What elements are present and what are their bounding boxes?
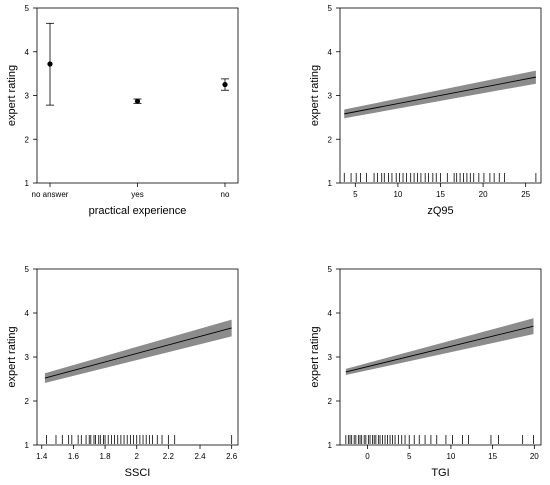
y-tick-label: 5 <box>25 4 30 13</box>
x-tick-label: 0 <box>365 452 370 461</box>
x-tick-label: 2 <box>134 452 139 461</box>
x-tick-label: 2.4 <box>194 452 206 461</box>
panel-bottom-right: 1 2 3 4 5 expert rating 0 5 10 15 20 TGI <box>309 265 542 479</box>
y-tick-label: 5 <box>25 265 30 274</box>
x-axis-label: practical experience <box>89 205 187 217</box>
y-tick-label: 4 <box>328 309 333 318</box>
y-tick-label: 2 <box>25 135 30 144</box>
x-tick-label: 1.8 <box>99 452 111 461</box>
y-tick-label: 1 <box>328 441 333 450</box>
x-tick-label: 20 <box>530 452 539 461</box>
confidence-band <box>345 318 534 376</box>
panel-top-left: 1 2 3 4 5 expert rating no answer yes no practica… <box>6 4 239 217</box>
estimate-point <box>222 81 228 88</box>
y-axis-label: expert rating <box>6 65 18 126</box>
confidence-band <box>44 319 232 383</box>
y-tick-label: 5 <box>328 265 333 274</box>
fit-line <box>345 325 534 373</box>
y-tick-label: 4 <box>328 48 333 57</box>
plot-frame <box>36 7 239 184</box>
x-tick-label: 1.6 <box>68 452 80 461</box>
y-tick-label: 2 <box>328 397 333 406</box>
x-tick-label: 15 <box>436 190 445 199</box>
y-tick-label: 2 <box>25 397 30 406</box>
fit-line <box>344 76 536 115</box>
y-tick-label: 3 <box>328 353 333 362</box>
estimate-point <box>47 61 53 67</box>
x-axis-label: TGI <box>431 467 449 479</box>
x-tick-label: 15 <box>488 452 497 461</box>
y-tick-label: 2 <box>328 135 333 144</box>
x-tick-label: 5 <box>407 452 412 461</box>
y-tick-label: 3 <box>328 92 333 101</box>
x-tick-label: 10 <box>446 452 455 461</box>
x-tick-label: no answer <box>32 190 69 199</box>
y-tick-label: 5 <box>328 4 333 13</box>
x-tick-label: 5 <box>353 190 358 199</box>
y-axis-label: expert rating <box>6 326 18 387</box>
panel-bottom-left: 1 2 3 4 5 expert rating 1.4 1.6 1.8 2 2.2 2.4 2.6 SSC… <box>6 265 239 479</box>
fit-line <box>44 327 232 379</box>
x-tick-label: yes <box>131 190 143 199</box>
confidence-band <box>344 70 536 119</box>
x-tick-label: 10 <box>393 190 402 199</box>
estimate-point <box>134 98 141 104</box>
x-tick-label: 25 <box>521 190 530 199</box>
x-tick-label: 2.6 <box>226 452 238 461</box>
y-axis-label: expert rating <box>309 326 321 387</box>
plot-frame <box>339 268 542 446</box>
x-tick-label: 20 <box>479 190 488 199</box>
panel-top-right: 1 2 3 4 5 expert rating 5 10 15 20 25 zQ95 <box>309 4 542 217</box>
y-tick-label: 4 <box>25 309 30 318</box>
x-axis-label: zQ95 <box>427 205 453 217</box>
y-tick-label: 3 <box>25 92 30 101</box>
y-tick-label: 1 <box>25 179 30 188</box>
x-tick-label: 1.4 <box>36 452 48 461</box>
x-tick-label: no <box>221 190 230 199</box>
y-tick-label: 3 <box>25 353 30 362</box>
y-tick-label: 1 <box>25 441 30 450</box>
y-axis-label: expert rating <box>309 65 321 126</box>
y-tick-label: 1 <box>328 179 333 188</box>
x-tick-label: 2.2 <box>163 452 175 461</box>
x-axis-label: SSCI <box>125 467 151 479</box>
y-tick-label: 4 <box>25 48 30 57</box>
